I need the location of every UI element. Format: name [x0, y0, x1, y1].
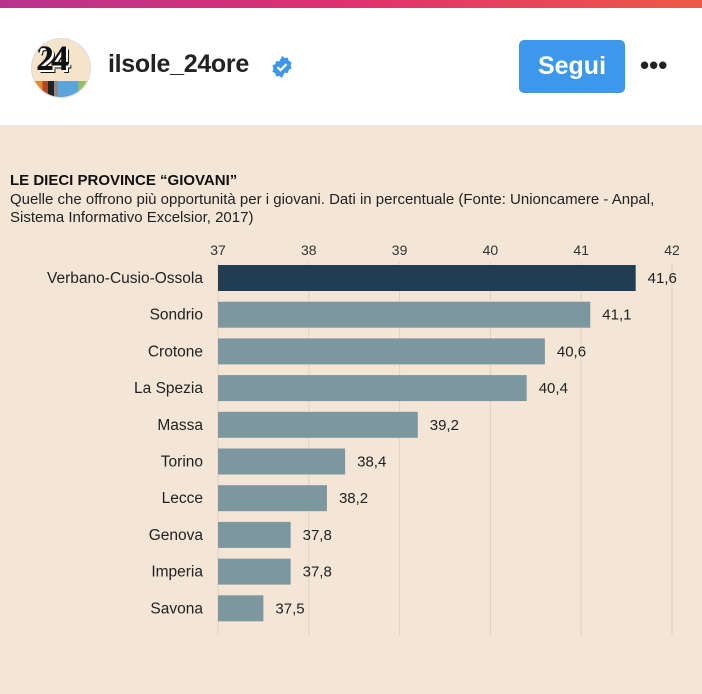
value-label: 37,8 [303, 564, 332, 581]
verified-badge-icon [272, 56, 292, 78]
x-tick-label: 38 [301, 242, 317, 258]
avatar-stripes [32, 81, 90, 97]
chart-subtitle: Quelle che offrono più opportunità per i… [10, 191, 655, 226]
value-label: 39,2 [430, 417, 459, 434]
x-tick-label: 42 [664, 242, 680, 258]
category-label: Sondrio [150, 307, 203, 324]
bar [218, 375, 527, 402]
category-label: La Spezia [134, 380, 203, 397]
value-label: 38,4 [357, 454, 386, 471]
category-label: Savona [150, 600, 203, 617]
top-gradient-bar [0, 0, 702, 8]
avatar[interactable]: 24 [31, 38, 91, 98]
value-label: 40,4 [539, 380, 568, 397]
x-tick-label: 40 [483, 242, 499, 258]
value-label: 40,6 [557, 343, 586, 360]
post-image [0, 125, 702, 694]
bar [218, 338, 545, 365]
category-label: Crotone [148, 343, 203, 360]
avatar-logo: 24 [36, 38, 69, 78]
bar [218, 301, 591, 328]
x-tick-label: 37 [210, 242, 226, 258]
chart-title: LE DIECI PROVINCE “GIOVANI” [10, 172, 238, 189]
value-label: 41,6 [648, 270, 677, 287]
category-label: Torino [161, 454, 203, 471]
value-label: 37,8 [303, 527, 332, 544]
bar [218, 411, 418, 438]
more-options-icon[interactable]: ••• [640, 50, 668, 80]
x-tick-label: 39 [392, 242, 408, 258]
follow-button[interactable]: Segui [519, 40, 625, 93]
value-label: 37,5 [275, 600, 304, 617]
username[interactable]: ilsole_24ore [108, 50, 249, 78]
value-label: 41,1 [602, 307, 631, 324]
category-label: Lecce [162, 490, 203, 507]
category-label: Massa [157, 417, 203, 434]
bar [218, 448, 346, 475]
category-label: Imperia [151, 564, 203, 581]
bar [218, 265, 636, 291]
value-label: 38,2 [339, 490, 368, 507]
x-tick-label: 41 [573, 242, 589, 258]
bar [218, 558, 291, 585]
bar [218, 485, 327, 512]
bar [218, 595, 264, 622]
bar [218, 521, 291, 548]
bar-chart: 37 38 39 40 41 42 Verbano-Cusio-Ossola 41,6 Sond… [47, 242, 680, 635]
category-label: Genova [149, 527, 204, 544]
category-label: Verbano-Cusio-Ossola [47, 270, 203, 287]
